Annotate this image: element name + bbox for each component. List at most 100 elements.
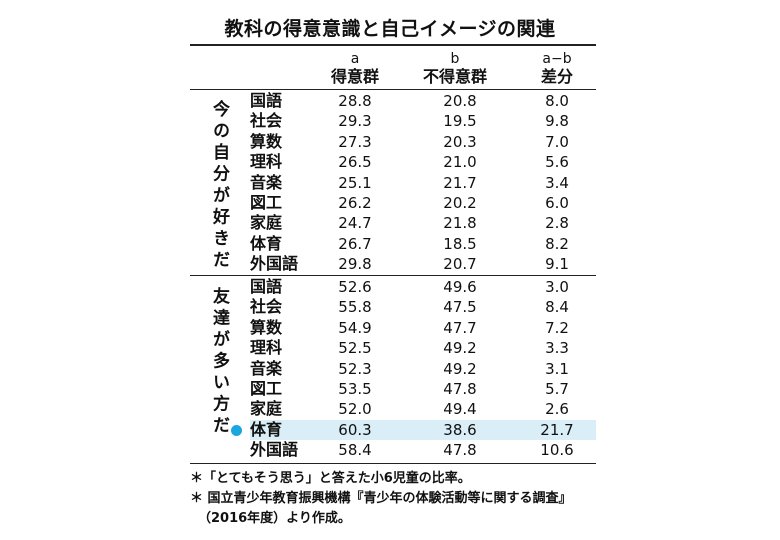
value-b-cell: 20.8 — [443, 92, 477, 110]
value-diff-cell: 10.6 — [540, 441, 574, 460]
value-diff-cell: 9.8 — [545, 112, 569, 131]
table-row: 理科 26.5 21.0 5.6 — [250, 152, 596, 172]
subject-cell: 図工 — [250, 379, 283, 398]
column-header-a: a 得意群 — [320, 50, 390, 86]
value-b-cell: 47.5 — [443, 298, 477, 317]
subject-cell: 国語 — [250, 277, 283, 296]
value-b-cell: 38.6 — [443, 420, 477, 439]
value-b-cell: 49.6 — [443, 278, 477, 296]
highlight-marker-icon — [231, 424, 242, 436]
value-diff-cell: 8.2 — [545, 234, 569, 253]
value-a-cell: 26.7 — [338, 234, 372, 253]
subject-cell: 社会 — [250, 111, 283, 131]
value-a-cell: 52.0 — [338, 400, 372, 419]
value-a-cell: 52.6 — [338, 278, 372, 296]
column-header-diff: a−b 差分 — [522, 50, 592, 86]
column-diff-letter: a−b — [542, 51, 572, 67]
value-a-cell: 28.8 — [338, 92, 372, 110]
value-diff-cell: 2.8 — [545, 214, 569, 233]
value-b-cell: 20.3 — [443, 132, 477, 151]
subject-cell: 算数 — [250, 131, 283, 151]
value-b-cell: 20.7 — [443, 255, 477, 274]
value-a-cell: 53.5 — [338, 380, 372, 398]
value-diff-cell: 8.4 — [545, 298, 569, 317]
header-rule — [190, 89, 596, 90]
subject-cell: 体育 — [250, 419, 283, 439]
bottom-rule — [190, 463, 596, 464]
value-b-cell: 47.7 — [443, 318, 477, 337]
value-b-cell: 21.7 — [443, 173, 477, 192]
value-b-cell: 47.8 — [443, 380, 477, 398]
subject-cell: 家庭 — [250, 213, 283, 233]
value-diff-cell: 5.7 — [545, 380, 569, 398]
table-row: 算数 54.9 47.7 7.2 — [250, 318, 596, 338]
subject-cell: 音楽 — [250, 172, 283, 192]
value-a-cell: 29.3 — [338, 112, 372, 131]
value-diff-cell: 9.1 — [545, 255, 569, 274]
value-a-cell: 25.1 — [338, 173, 372, 192]
footnote-1: ＊「とてもそう思う」と答えた小6児童の比率。 — [190, 471, 471, 486]
column-diff-label: 差分 — [540, 67, 573, 86]
subject-cell: 体育 — [250, 233, 283, 253]
table-title: 教科の得意意識と自己イメージの関連 — [224, 18, 556, 40]
subject-cell: 音楽 — [250, 358, 283, 378]
value-b-cell: 18.5 — [443, 234, 477, 253]
column-a-letter: a — [350, 51, 360, 67]
value-diff-cell: 3.1 — [545, 359, 569, 378]
subject-cell: 外国語 — [250, 254, 299, 274]
subject-cell: 算数 — [250, 317, 283, 337]
column-header-b: b 不得意群 — [405, 50, 505, 86]
value-b-cell: 21.0 — [443, 153, 477, 172]
value-diff-cell: 3.3 — [545, 339, 569, 358]
table-row: 社会 55.8 47.5 8.4 — [250, 297, 596, 317]
table-row: 国語 28.8 20.8 8.0 — [250, 91, 596, 111]
value-b-cell: 21.8 — [443, 214, 477, 233]
value-a-cell: 58.4 — [338, 441, 372, 460]
value-b-cell: 49.4 — [443, 400, 477, 419]
top-rule — [190, 44, 596, 46]
value-a-cell: 60.3 — [338, 420, 372, 439]
value-b-cell: 20.2 — [443, 194, 477, 212]
column-b-label: 不得意群 — [422, 67, 487, 86]
value-diff-cell: 7.0 — [545, 132, 569, 151]
column-a-label: 得意群 — [330, 67, 379, 86]
value-a-cell: 55.8 — [338, 298, 372, 317]
value-a-cell: 54.9 — [338, 318, 372, 337]
value-b-cell: 49.2 — [443, 339, 477, 358]
value-diff-cell: 7.2 — [545, 318, 569, 337]
table-row: 国語 52.6 49.6 3.0 — [250, 277, 596, 297]
table-row: 図工 53.5 47.8 5.7 — [250, 379, 596, 399]
table-row: 体育 26.7 18.5 8.2 — [250, 234, 596, 254]
table-row: 体育 60.3 38.6 21.7 — [250, 419, 596, 441]
table-row: 家庭 24.7 21.8 2.8 — [250, 213, 596, 233]
value-diff-cell: 21.7 — [540, 420, 574, 439]
subject-cell: 理科 — [250, 338, 283, 358]
table-row: 理科 52.5 49.2 3.3 — [250, 338, 596, 358]
column-b-letter: b — [450, 51, 460, 67]
subject-cell: 社会 — [250, 297, 283, 317]
value-a-cell: 27.3 — [338, 132, 372, 151]
value-a-cell: 26.2 — [338, 194, 372, 212]
value-b-cell: 47.8 — [443, 441, 477, 460]
table-row: 家庭 52.0 49.4 2.6 — [250, 399, 596, 419]
value-diff-cell: 8.0 — [545, 92, 569, 110]
table-row: 音楽 25.1 21.7 3.4 — [250, 173, 596, 193]
subject-cell: 家庭 — [250, 399, 283, 419]
table-row: 外国語 29.8 20.7 9.1 — [250, 254, 596, 274]
table-row: 外国語 58.4 47.8 10.6 — [250, 440, 596, 460]
subject-cell: 図工 — [250, 193, 283, 212]
table-row: 図工 26.2 20.2 6.0 — [250, 193, 596, 213]
group-divider — [190, 275, 596, 276]
subject-cell: 理科 — [250, 152, 283, 172]
table-row: 音楽 52.3 49.2 3.1 — [250, 359, 596, 379]
value-diff-cell: 5.6 — [545, 153, 569, 172]
footnote-2: ＊ 国立青少年教育振興機構『青少年の体験活動等に関する調査』 — [190, 491, 572, 506]
subject-cell: 国語 — [250, 91, 283, 110]
value-diff-cell: 2.6 — [545, 400, 569, 419]
value-a-cell: 24.7 — [338, 214, 372, 233]
table-row: 算数 27.3 20.3 7.0 — [250, 132, 596, 152]
value-diff-cell: 3.4 — [545, 173, 569, 192]
value-b-cell: 49.2 — [443, 359, 477, 378]
group-label-like-self: 今の自分が好きだ — [209, 100, 229, 272]
value-a-cell: 52.5 — [338, 339, 372, 358]
